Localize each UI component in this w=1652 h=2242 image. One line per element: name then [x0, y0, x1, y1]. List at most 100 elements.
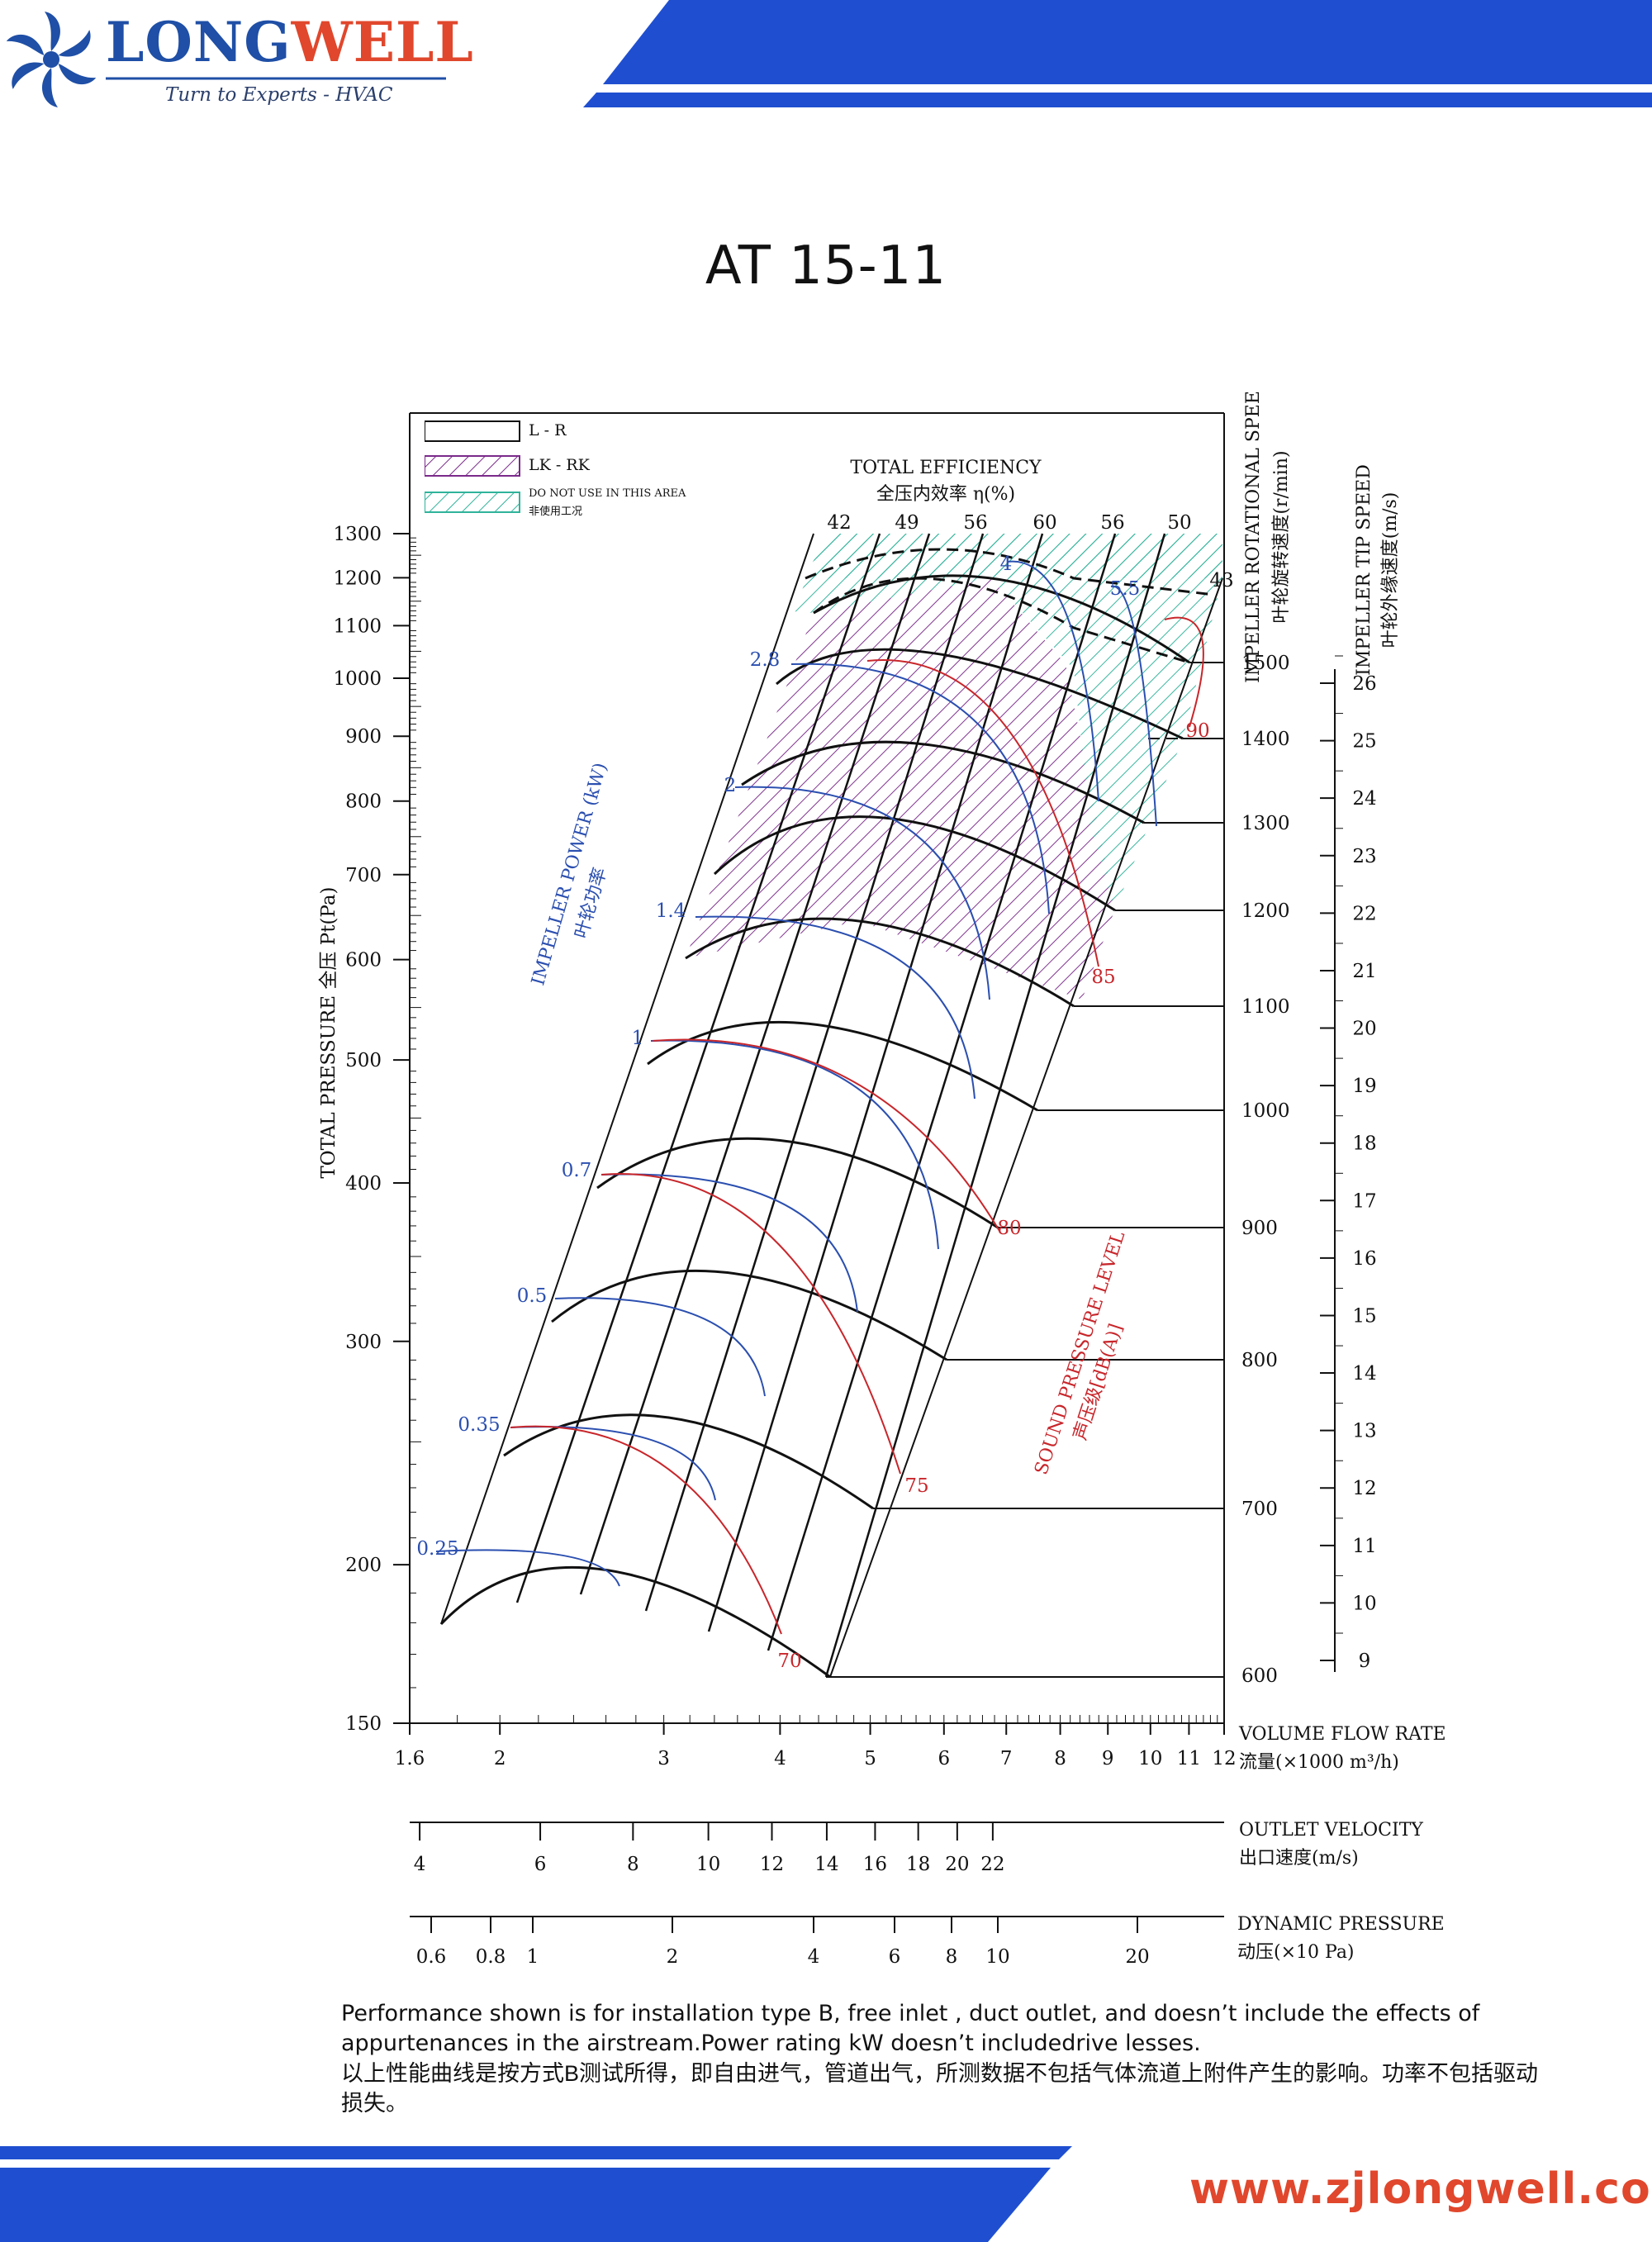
- dynamic-pressure-label: 10: [985, 1946, 1009, 1968]
- dynamic-pressure-label: 4: [808, 1946, 820, 1968]
- region-lk-rk: [686, 578, 1115, 1000]
- rotational-speed-label: 1000: [1241, 1100, 1290, 1122]
- header: LONGWELL Turn to Experts - HVAC: [0, 0, 1652, 116]
- y-tick-label: 900: [345, 726, 382, 748]
- efficiency-label: 49: [895, 512, 919, 534]
- speed-curve-dashed: [805, 548, 1215, 596]
- y-tick-label: 1200: [333, 568, 382, 589]
- x-axis-label-en: VOLUME FLOW RATE: [1238, 1724, 1446, 1745]
- dynamic-pressure-title-en: DYNAMIC PRESSURE: [1237, 1914, 1445, 1935]
- power-curve: [1110, 585, 1157, 827]
- speed-curve: [551, 1269, 947, 1361]
- legend-sublabel-no-use: 非使用工况: [529, 505, 583, 517]
- tip-speed-label: 19: [1352, 1076, 1376, 1097]
- brand-name: LONGWELL: [106, 10, 474, 74]
- rotational-speed-label: 800: [1241, 1350, 1278, 1371]
- dynamic-pressure-title-cn: 动压(×10 Pa): [1237, 1942, 1355, 1963]
- legend: L - R LK - RK DO NOT USE IN THIS AREA 非使…: [424, 418, 697, 517]
- tip-speed-label: 25: [1352, 731, 1376, 753]
- region-do-not-use-top: [805, 534, 1222, 578]
- chart-grid: [393, 412, 1343, 1933]
- efficiency-ray: [824, 533, 1166, 1678]
- power-label: 0.25: [416, 1538, 458, 1560]
- legend-swatch-lkrk: [424, 455, 520, 477]
- efficiency-label: 56: [963, 512, 987, 534]
- dynamic-pressure-label: 1: [527, 1946, 539, 1968]
- dynamic-pressure-label: 0.8: [476, 1946, 506, 1968]
- y-axis-label: TOTAL PRESSURE 全压 Pt(Pa): [318, 886, 339, 1178]
- rotational-speed-label: 600: [1241, 1665, 1278, 1687]
- y-tick-label: 150: [345, 1713, 382, 1735]
- tip-speed-label: 15: [1352, 1305, 1376, 1327]
- band-right-edge: [829, 577, 1223, 1678]
- y-tick-label: 500: [345, 1050, 382, 1071]
- sound-label: 70: [777, 1651, 801, 1672]
- y-tick-label: 1100: [333, 615, 382, 637]
- power-curve: [1007, 560, 1099, 802]
- brand-tagline: Turn to Experts - HVAC: [165, 84, 393, 106]
- sound-label: 80: [997, 1218, 1021, 1239]
- y-tick-label: 200: [345, 1555, 382, 1576]
- x-tick-label: 7: [1000, 1748, 1013, 1769]
- rotational-speed-label: 1300: [1241, 813, 1290, 834]
- power-curve: [435, 1549, 620, 1587]
- tip-speed-title-en: IMPELLER TIP SPEED: [1354, 464, 1374, 676]
- efficiency-label: 42: [827, 512, 851, 534]
- speed-curve: [647, 1020, 1038, 1112]
- power-label: 0.5: [517, 1285, 548, 1307]
- x-tick-label: 3: [657, 1748, 670, 1769]
- efficiency-label: 60: [1032, 512, 1056, 534]
- operating-regions: [686, 534, 1222, 1000]
- dynamic-pressure-label: 0.6: [416, 1946, 447, 1968]
- outlet-velocity-label: 16: [863, 1854, 887, 1875]
- outlet-velocity-label: 12: [760, 1854, 784, 1875]
- efficiency-label: 50: [1167, 512, 1191, 534]
- tip-speed-label: 9: [1359, 1651, 1371, 1672]
- header-graphics: [6, 0, 1652, 107]
- power-label: 2.8: [750, 649, 781, 671]
- x-tick-label: 9: [1102, 1748, 1114, 1769]
- y-tick-label: 800: [345, 791, 382, 813]
- power-label: 1.4: [656, 900, 686, 922]
- chart-title: AT 15-11: [705, 235, 947, 297]
- legend-swatch-no-use: [424, 492, 520, 513]
- speed-curve: [685, 917, 1075, 1008]
- outlet-velocity-label: 8: [627, 1854, 639, 1875]
- efficiency-ray: [707, 533, 1044, 1632]
- sound-label: 85: [1091, 967, 1115, 988]
- y-tick-label: 300: [345, 1332, 382, 1353]
- x-tick-label: 5: [864, 1748, 876, 1769]
- dynamic-pressure-label: 8: [946, 1946, 958, 1968]
- y-tick-label: 600: [345, 950, 382, 971]
- header-stripe-thin: [583, 93, 1652, 107]
- efficiency-ray: [767, 533, 1117, 1651]
- speed-curve: [439, 1565, 831, 1679]
- efficiency-ray: [579, 533, 931, 1595]
- x-tick-label: 11: [1177, 1748, 1201, 1769]
- legend-label-lkrk: LK - RK: [529, 456, 590, 474]
- x-tick-label: 12: [1212, 1748, 1236, 1769]
- power-curve: [554, 1297, 766, 1397]
- website-link[interactable]: www.zjlongwell.com: [1189, 2164, 1652, 2214]
- sound-curve: [510, 1425, 782, 1635]
- tip-speed-label: 12: [1352, 1478, 1376, 1499]
- power-label: 4: [1000, 553, 1013, 575]
- sound-curve: [866, 659, 1099, 967]
- rotational-speed-label: 1400: [1241, 729, 1290, 750]
- power-curve: [650, 1039, 939, 1250]
- power-label: 2: [724, 775, 737, 796]
- efficiency-ray: [515, 533, 881, 1603]
- dynamic-pressure-label: 20: [1125, 1946, 1149, 1968]
- y-tick-label: 1300: [333, 524, 382, 545]
- sound-curve: [1164, 616, 1204, 728]
- y-tick-label: 1000: [333, 668, 382, 690]
- legend-label-no-use: DO NOT USE IN THIS AREA: [529, 487, 686, 500]
- speed-curve-dashed: [813, 577, 1190, 664]
- efficiency-title-cn: 全压内效率 η(%): [876, 484, 1015, 505]
- tip-speed-label: 16: [1352, 1248, 1376, 1270]
- outlet-velocity-label: 18: [906, 1854, 930, 1875]
- outlet-velocity-label: 14: [814, 1854, 838, 1875]
- rotational-speed-label: 1200: [1241, 900, 1290, 922]
- rotational-speed-label: 1100: [1241, 996, 1290, 1018]
